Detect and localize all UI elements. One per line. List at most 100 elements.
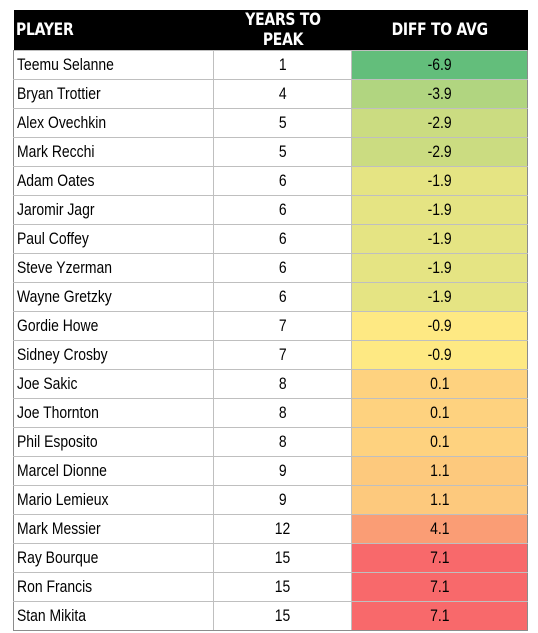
table-body: Teemu Selanne 1 -6.9 Bryan Trottier 4 -3.9 Ale… <box>13 50 528 631</box>
player-name: Gordie Howe <box>17 316 99 335</box>
diff-to-avg-cell: -1.9 <box>351 224 528 254</box>
header-row: PLAYER YEARS TO PEAK DIFF TO AVG <box>13 10 528 51</box>
table-row: Adam Oates 6 -1.9 <box>13 166 528 196</box>
table-row: Bryan Trottier 4 -3.9 <box>13 79 528 109</box>
diff-to-avg-cell: -1.9 <box>351 253 528 283</box>
player-name-cell: Alex Ovechkin <box>13 108 214 138</box>
player-name-cell: Mark Recchi <box>13 137 214 167</box>
diff-to-avg-cell: -3.9 <box>351 79 528 109</box>
years-to-peak-value: 6 <box>278 200 287 219</box>
diff-to-avg-cell: -6.9 <box>351 50 528 80</box>
years-to-peak-value: 6 <box>278 258 287 277</box>
player-name: Phil Esposito <box>17 432 98 451</box>
column-header-diff-label: DIFF TO AVG <box>391 20 488 40</box>
diff-to-avg-value: 0.1 <box>429 403 450 422</box>
diff-to-avg-value: -0.9 <box>427 345 452 364</box>
player-name: Joe Thornton <box>17 403 99 422</box>
diff-to-avg-cell: 7.1 <box>351 601 528 631</box>
years-to-peak-cell: 7 <box>213 340 352 370</box>
player-name-cell: Ray Bourque <box>13 543 214 573</box>
years-to-peak-value: 6 <box>278 229 287 248</box>
diff-to-avg-value: 1.1 <box>429 490 450 509</box>
years-to-peak-value: 4 <box>278 84 287 103</box>
column-header-player: PLAYER <box>13 10 214 51</box>
years-to-peak-value: 15 <box>274 548 291 567</box>
diff-to-avg-value: -0.9 <box>427 316 452 335</box>
years-to-peak-cell: 15 <box>213 543 352 573</box>
years-to-peak-value: 6 <box>278 171 287 190</box>
player-name-cell: Joe Thornton <box>13 398 214 428</box>
years-to-peak-value: 9 <box>278 461 287 480</box>
diff-to-avg-cell: 0.1 <box>351 427 528 457</box>
diff-to-avg-value: -2.9 <box>427 113 452 132</box>
diff-to-avg-cell: -2.9 <box>351 108 528 138</box>
years-to-peak-cell: 8 <box>213 369 352 399</box>
years-to-peak-cell: 4 <box>213 79 352 109</box>
table-row: Wayne Gretzky 6 -1.9 <box>13 282 528 312</box>
table-row: Mark Messier 12 4.1 <box>13 514 528 544</box>
player-name-cell: Sidney Crosby <box>13 340 214 370</box>
diff-to-avg-cell: 7.1 <box>351 543 528 573</box>
table-container: PLAYER YEARS TO PEAK DIFF TO AVG Teemu S… <box>13 10 528 631</box>
player-name: Sidney Crosby <box>17 345 108 364</box>
years-to-peak-cell: 15 <box>213 601 352 631</box>
player-name-cell: Teemu Selanne <box>13 50 214 80</box>
player-name: Adam Oates <box>17 171 95 190</box>
table-row: Gordie Howe 7 -0.9 <box>13 311 528 341</box>
years-to-peak-value: 15 <box>274 606 291 625</box>
years-to-peak-value: 6 <box>278 287 287 306</box>
player-name: Ron Francis <box>17 577 93 596</box>
table-row: Alex Ovechkin 5 -2.9 <box>13 108 528 138</box>
table-header: PLAYER YEARS TO PEAK DIFF TO AVG <box>13 10 528 51</box>
years-to-peak-value: 8 <box>278 403 287 422</box>
column-header-player-label: PLAYER <box>15 20 74 40</box>
diff-to-avg-value: -2.9 <box>427 142 452 161</box>
player-name-cell: Phil Esposito <box>13 427 214 457</box>
table-row: Teemu Selanne 1 -6.9 <box>13 50 528 80</box>
diff-to-avg-value: 4.1 <box>429 519 450 538</box>
table-row: Paul Coffey 6 -1.9 <box>13 224 528 254</box>
years-to-peak-cell: 8 <box>213 427 352 457</box>
diff-to-avg-value: -3.9 <box>427 84 452 103</box>
player-name: Bryan Trottier <box>17 84 101 103</box>
table-row: Ron Francis 15 7.1 <box>13 572 528 602</box>
years-to-peak-cell: 12 <box>213 514 352 544</box>
years-to-peak-value: 12 <box>274 519 291 538</box>
player-name: Steve Yzerman <box>17 258 113 277</box>
diff-to-avg-value: 7.1 <box>429 606 450 625</box>
years-to-peak-cell: 6 <box>213 224 352 254</box>
years-to-peak-cell: 5 <box>213 108 352 138</box>
player-name: Paul Coffey <box>17 229 89 248</box>
diff-to-avg-value: -1.9 <box>427 200 452 219</box>
years-to-peak-cell: 15 <box>213 572 352 602</box>
diff-to-avg-cell: 0.1 <box>351 369 528 399</box>
years-to-peak-value: 15 <box>274 577 291 596</box>
years-to-peak-cell: 6 <box>213 166 352 196</box>
diff-to-avg-cell: -0.9 <box>351 340 528 370</box>
player-name: Jaromir Jagr <box>17 200 95 219</box>
diff-to-avg-value: -6.9 <box>427 55 452 74</box>
years-to-peak-value: 1 <box>278 55 287 74</box>
table-row: Stan Mikita 15 7.1 <box>13 601 528 631</box>
player-name: Mark Messier <box>17 519 101 538</box>
diff-to-avg-value: 0.1 <box>429 374 450 393</box>
years-to-peak-value: 7 <box>278 345 287 364</box>
table-row: Mark Recchi 5 -2.9 <box>13 137 528 167</box>
table-row: Phil Esposito 8 0.1 <box>13 427 528 457</box>
player-name: Teemu Selanne <box>17 55 114 74</box>
players-peak-table: PLAYER YEARS TO PEAK DIFF TO AVG Teemu S… <box>13 10 528 631</box>
years-to-peak-value: 8 <box>278 374 287 393</box>
years-to-peak-cell: 5 <box>213 137 352 167</box>
player-name-cell: Mark Messier <box>13 514 214 544</box>
player-name-cell: Gordie Howe <box>13 311 214 341</box>
diff-to-avg-cell: 0.1 <box>351 398 528 428</box>
table-row: Marcel Dionne 9 1.1 <box>13 456 528 486</box>
years-to-peak-cell: 6 <box>213 195 352 225</box>
diff-to-avg-value: -1.9 <box>427 258 452 277</box>
diff-to-avg-cell: -2.9 <box>351 137 528 167</box>
diff-to-avg-value: -1.9 <box>427 287 452 306</box>
table-row: Mario Lemieux 9 1.1 <box>13 485 528 515</box>
column-header-years-to-peak: YEARS TO PEAK <box>213 10 352 51</box>
years-to-peak-cell: 6 <box>213 282 352 312</box>
years-to-peak-cell: 9 <box>213 456 352 486</box>
